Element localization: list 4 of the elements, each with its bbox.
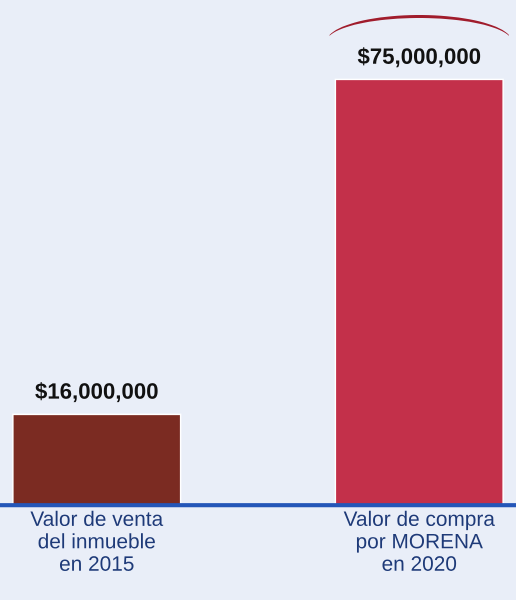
data-label: $16,000,000	[35, 382, 158, 402]
x-tick-label: Valor de venta del inmueble en 2015	[30, 510, 164, 571]
data-label: $75,000,000	[358, 47, 480, 68]
x-tick-label: Valor de compra por MORENA en 2020	[344, 510, 495, 571]
